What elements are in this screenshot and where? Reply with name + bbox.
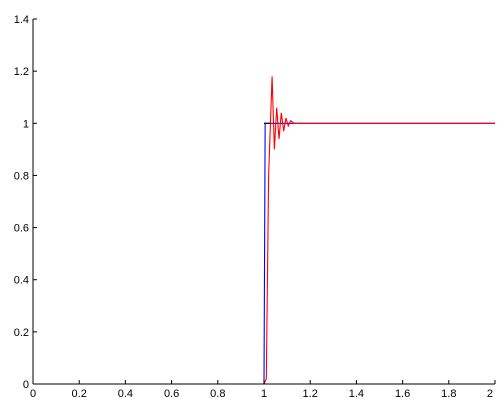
y-tick-label: 1 [23, 118, 29, 130]
series-line-0 [33, 122, 495, 385]
y-tick-label: 1.2 [14, 66, 29, 78]
series-layer [33, 76, 495, 385]
x-tick-label: 1.6 [395, 388, 410, 399]
x-tick-label: 1.8 [441, 388, 456, 399]
axes-layer: 0 0.2 0.4 0.6 0.8 1 1.2 1.4 0 0.2 0.4 0.6 0.8 1 1.2 1.4… [14, 14, 496, 399]
x-tick-label: 0.8 [210, 388, 225, 399]
series-line-2 [33, 76, 495, 385]
y-tick-label: 1.4 [14, 14, 29, 26]
y-tick-label: 0.2 [14, 327, 29, 339]
x-tick-label: 0.2 [72, 388, 87, 399]
x-tick-label: 1.4 [349, 388, 364, 399]
y-tick-label: 0.8 [14, 170, 29, 182]
y-tick-label: 0.6 [14, 223, 29, 235]
x-tick-label: 2 [487, 388, 493, 399]
x-tick-label: 0.6 [164, 388, 179, 399]
x-tick-label: 0 [30, 388, 36, 399]
x-tick-label: 0.4 [118, 388, 133, 399]
x-tick-label: 1 [261, 388, 267, 399]
x-tick-label: 1.2 [303, 388, 318, 399]
y-tick-label: 0.4 [14, 275, 29, 287]
y-tick-label: 0 [23, 379, 29, 391]
